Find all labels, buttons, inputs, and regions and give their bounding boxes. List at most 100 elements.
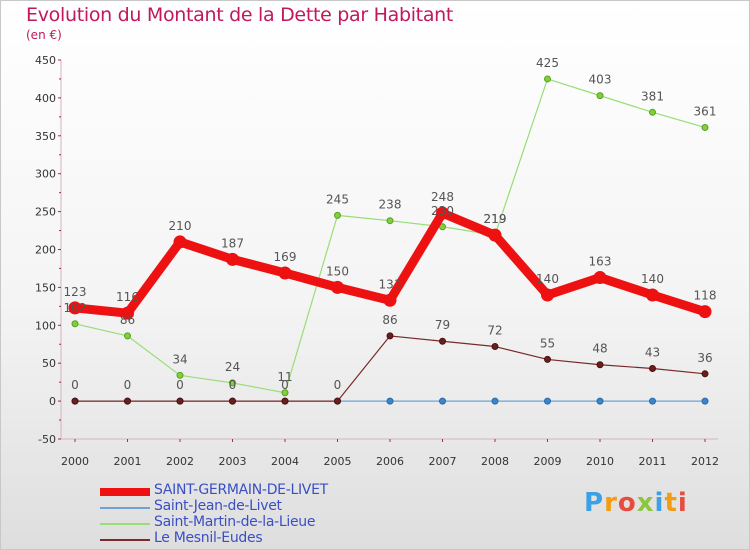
data-label: 55 <box>540 336 555 350</box>
data-label: 0 <box>334 378 342 392</box>
data-label: 133 <box>379 277 402 291</box>
y-tick-label: 400 <box>35 92 56 105</box>
data-point <box>698 305 712 319</box>
x-tick-label: 2004 <box>271 455 299 468</box>
data-label: 0 <box>229 378 237 392</box>
data-point <box>226 252 239 266</box>
logo-letter: t <box>664 488 678 518</box>
data-label: 230 <box>431 204 454 218</box>
data-label: 43 <box>645 346 660 360</box>
proxiti-logo: Proxiti <box>584 488 688 518</box>
data-point <box>331 280 344 294</box>
data-point <box>176 371 184 379</box>
x-tick-label: 2009 <box>534 455 562 468</box>
data-label: 381 <box>641 89 664 103</box>
legend: SAINT-GERMAIN-DE-LIVET Saint-Jean-de-Liv… <box>100 482 430 548</box>
data-point <box>488 228 502 242</box>
data-point <box>124 397 131 405</box>
data-label: 34 <box>172 352 187 366</box>
data-label: 116 <box>116 290 139 304</box>
data-point <box>596 92 604 100</box>
legend-label: Saint-Jean-de-Livet <box>154 498 282 514</box>
legend-item-le-mesnil: Le Mesnil-Eudes <box>100 530 430 548</box>
data-label: 0 <box>281 378 289 392</box>
data-label: 403 <box>589 73 612 87</box>
data-point <box>701 123 709 131</box>
data-label: 219 <box>484 212 507 226</box>
data-label: 48 <box>592 342 607 356</box>
data-label: 24 <box>225 360 240 374</box>
data-label: 150 <box>326 264 349 278</box>
chart-title: Evolution du Montant de la Dette par Hab… <box>26 4 454 26</box>
legend-label: SAINT-GERMAIN-DE-LIVET <box>154 482 328 498</box>
y-tick-label: -50 <box>38 433 56 446</box>
data-point <box>701 397 709 405</box>
x-tick-label: 2012 <box>691 455 719 468</box>
data-point <box>544 355 551 363</box>
data-point <box>281 389 289 397</box>
data-point <box>649 365 656 373</box>
data-label: 102 <box>64 301 87 315</box>
legend-swatch <box>100 488 150 496</box>
data-label: 36 <box>697 351 712 365</box>
data-point <box>68 301 82 315</box>
series-line-2 <box>74 78 706 394</box>
x-tick-label: 2006 <box>376 455 404 468</box>
logo-letter: i <box>677 488 688 518</box>
data-label: 11 <box>277 370 292 384</box>
data-label: 123 <box>64 285 87 299</box>
data-label: 238 <box>379 198 402 212</box>
x-tick-label: 2008 <box>481 455 509 468</box>
legend-swatch <box>100 539 150 541</box>
axes: -50 0 50 100 150 200 250 300 350 400 450 2000 2001 20… <box>35 54 719 468</box>
x-tick-label: 2003 <box>219 455 247 468</box>
data-point <box>278 266 292 280</box>
y-tick-label: 200 <box>35 244 56 257</box>
x-tick-label: 2001 <box>114 455 142 468</box>
data-point <box>386 332 394 340</box>
x-tick-label: 2007 <box>429 455 457 468</box>
logo-letter: o <box>617 488 637 518</box>
legend-item-saint-jean: Saint-Jean-de-Livet <box>100 498 430 516</box>
x-tick-label: 2010 <box>586 455 614 468</box>
data-point <box>701 370 709 378</box>
logo-letter: x <box>636 488 655 518</box>
data-label: 187 <box>221 236 244 250</box>
y-tick-label: 350 <box>35 130 56 143</box>
y-tick-label: 300 <box>35 168 56 181</box>
data-label: 140 <box>641 272 664 286</box>
data-point <box>176 397 184 405</box>
legend-label: Le Mesnil-Eudes <box>154 530 263 546</box>
legend-swatch <box>100 523 150 525</box>
y-tick-label: 50 <box>42 357 56 370</box>
data-point <box>124 332 131 340</box>
data-point <box>596 397 604 405</box>
data-point <box>544 397 551 405</box>
legend-swatch <box>100 507 150 509</box>
data-point <box>71 397 79 405</box>
data-label: 361 <box>694 104 717 118</box>
data-label: 118 <box>694 289 717 303</box>
x-tick-label: 2002 <box>166 455 194 468</box>
logo-letter: P <box>584 488 605 518</box>
data-point <box>229 397 236 405</box>
x-tick-label: 2011 <box>639 455 667 468</box>
data-label: 0 <box>71 378 79 392</box>
data-point <box>544 75 551 83</box>
data-point <box>334 397 341 405</box>
data-label: 0 <box>176 378 184 392</box>
data-point <box>229 379 236 387</box>
data-point <box>491 343 499 351</box>
data-point <box>649 397 656 405</box>
data-label: 210 <box>169 219 192 233</box>
data-label: 245 <box>326 192 349 206</box>
y-tick-label: 0 <box>49 395 56 408</box>
data-label: 425 <box>536 56 559 70</box>
data-label: 163 <box>589 255 612 269</box>
unit-label: (en €) <box>26 28 62 42</box>
data-label: 86 <box>382 313 397 327</box>
data-point <box>436 206 449 220</box>
data-point <box>121 306 134 320</box>
data-label: 72 <box>487 324 502 338</box>
